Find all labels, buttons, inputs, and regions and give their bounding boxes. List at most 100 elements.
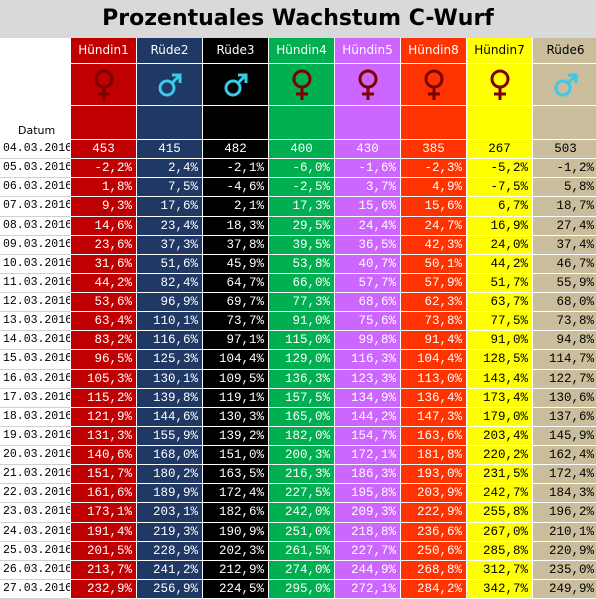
value-cell: 202,3% xyxy=(203,541,269,561)
value-cell: 24,4% xyxy=(335,216,401,236)
value-cell: 143,4% xyxy=(467,369,533,389)
value-cell: 503 xyxy=(533,140,596,160)
value-cell: 154,7% xyxy=(335,426,401,446)
value-cell: 145,9% xyxy=(533,426,596,446)
value-cell: 130,1% xyxy=(137,369,203,389)
value-cell: 256,9% xyxy=(137,579,203,599)
value-cell: 96,5% xyxy=(71,350,137,370)
value-cell: 66,0% xyxy=(269,273,335,293)
value-cell: 191,4% xyxy=(71,522,137,542)
value-cell: 415 xyxy=(137,140,203,160)
row-date: 13.03.2016 xyxy=(0,312,71,332)
value-cell: 227,5% xyxy=(269,484,335,504)
value-cell: 110,1% xyxy=(137,312,203,332)
value-cell: 200,3% xyxy=(269,446,335,466)
value-cell: 203,9% xyxy=(401,484,467,504)
value-cell: 186,3% xyxy=(335,465,401,485)
value-cell: 51,6% xyxy=(137,254,203,274)
value-cell: 109,5% xyxy=(203,369,269,389)
value-cell: 119,1% xyxy=(203,388,269,408)
row-date: 18.03.2016 xyxy=(0,407,71,427)
value-cell: 63,4% xyxy=(71,312,137,332)
gender-symbol-cell xyxy=(401,64,467,106)
value-cell: 139,2% xyxy=(203,426,269,446)
value-cell: 134,9% xyxy=(335,388,401,408)
value-cell: 73,8% xyxy=(533,312,596,332)
value-cell: 83,2% xyxy=(71,331,137,351)
gender-symbol-cell xyxy=(467,64,533,106)
value-cell: 242,7% xyxy=(467,484,533,504)
value-cell: 131,3% xyxy=(71,426,137,446)
header-blank xyxy=(401,106,467,140)
header-blank xyxy=(467,106,533,140)
value-cell: 181,8% xyxy=(401,446,467,466)
value-cell: 7,5% xyxy=(137,178,203,198)
value-cell: 5,8% xyxy=(533,178,596,198)
value-cell: 284,2% xyxy=(401,579,467,599)
value-cell: 172,4% xyxy=(533,465,596,485)
value-cell: 190,9% xyxy=(203,522,269,542)
value-cell: 236,6% xyxy=(401,522,467,542)
value-cell: 75,6% xyxy=(335,312,401,332)
value-cell: 195,8% xyxy=(335,484,401,504)
row-date: 06.03.2016 xyxy=(0,178,71,198)
value-cell: 115,2% xyxy=(71,388,137,408)
row-date: 21.03.2016 xyxy=(0,465,71,485)
value-cell: -2,3% xyxy=(401,159,467,179)
value-cell: 218,8% xyxy=(335,522,401,542)
value-cell: 241,2% xyxy=(137,560,203,580)
gender-symbol-cell xyxy=(269,64,335,106)
value-cell: 116,3% xyxy=(335,350,401,370)
header-spacer xyxy=(0,38,71,64)
value-cell: 51,7% xyxy=(467,273,533,293)
row-date: 05.03.2016 xyxy=(0,159,71,179)
gender-symbol-cell xyxy=(335,64,401,106)
value-cell: 121,9% xyxy=(71,407,137,427)
value-cell: 430 xyxy=(335,140,401,160)
value-cell: 64,7% xyxy=(203,273,269,293)
row-date: 11.03.2016 xyxy=(0,273,71,293)
value-cell: 24,7% xyxy=(401,216,467,236)
row-date: 16.03.2016 xyxy=(0,369,71,389)
value-cell: 17,6% xyxy=(137,197,203,217)
value-cell: 189,9% xyxy=(137,484,203,504)
value-cell: 267 xyxy=(467,140,533,160)
value-cell: 50,1% xyxy=(401,254,467,274)
value-cell: 97,1% xyxy=(203,331,269,351)
value-cell: 63,7% xyxy=(467,293,533,313)
value-cell: 482 xyxy=(203,140,269,160)
value-cell: 209,3% xyxy=(335,503,401,523)
value-cell: 91,4% xyxy=(401,331,467,351)
value-cell: -2,2% xyxy=(71,159,137,179)
value-cell: 96,9% xyxy=(137,293,203,313)
value-cell: -2,1% xyxy=(203,159,269,179)
row-date: 25.03.2016 xyxy=(0,541,71,561)
female-symbol-icon xyxy=(291,68,313,102)
value-cell: 104,4% xyxy=(401,350,467,370)
value-cell: 37,8% xyxy=(203,235,269,255)
header-blank xyxy=(203,106,269,140)
value-cell: 249,9% xyxy=(533,579,596,599)
row-date: 09.03.2016 xyxy=(0,235,71,255)
value-cell: 157,5% xyxy=(269,388,335,408)
header-blank xyxy=(71,106,137,140)
value-cell: 144,6% xyxy=(137,407,203,427)
value-cell: 2,1% xyxy=(203,197,269,217)
value-cell: 220,2% xyxy=(467,446,533,466)
value-cell: -4,6% xyxy=(203,178,269,198)
value-cell: 55,9% xyxy=(533,273,596,293)
value-cell: 235,0% xyxy=(533,560,596,580)
column-header: Rüde6 xyxy=(533,38,596,64)
row-date: 19.03.2016 xyxy=(0,426,71,446)
value-cell: 201,5% xyxy=(71,541,137,561)
column-header: Hündin1 xyxy=(71,38,137,64)
value-cell: 222,9% xyxy=(401,503,467,523)
value-cell: 130,3% xyxy=(203,407,269,427)
value-cell: -1,2% xyxy=(533,159,596,179)
value-cell: 168,0% xyxy=(137,446,203,466)
value-cell: 57,7% xyxy=(335,273,401,293)
header-blank xyxy=(137,106,203,140)
value-cell: 227,7% xyxy=(335,541,401,561)
value-cell: 91,0% xyxy=(269,312,335,332)
value-cell: 261,5% xyxy=(269,541,335,561)
